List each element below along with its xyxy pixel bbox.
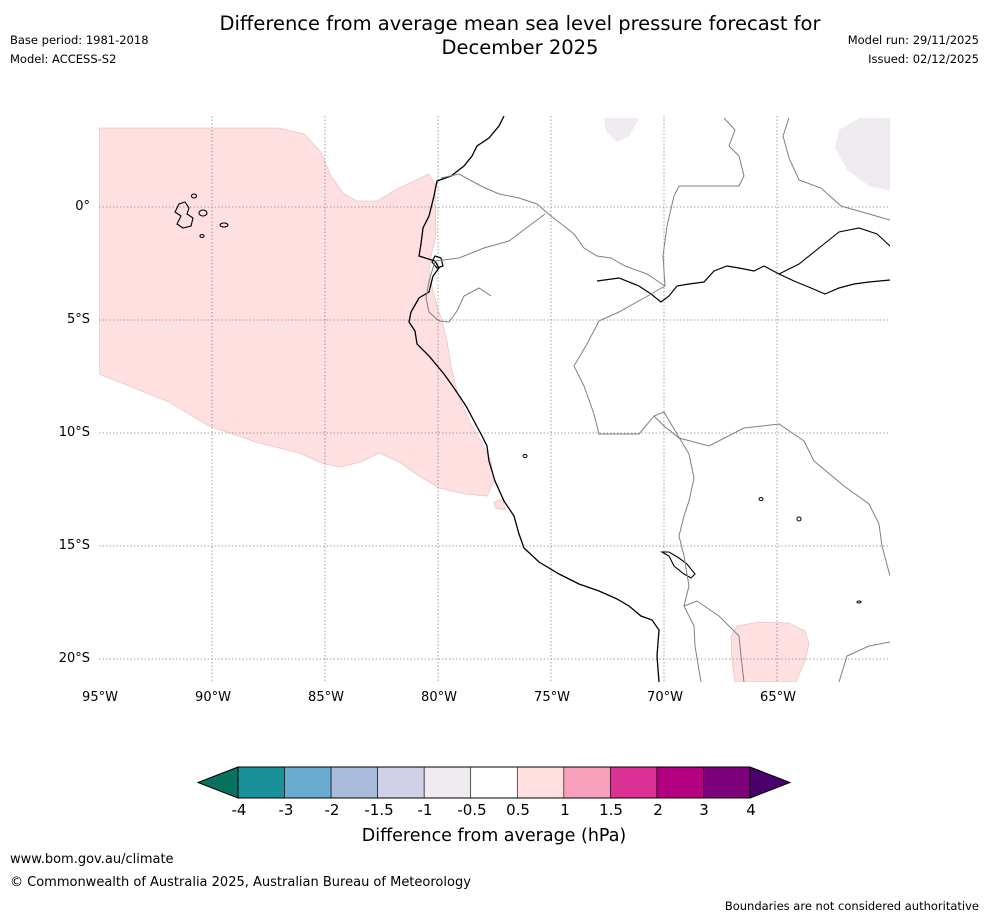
anomaly-region-bolivia [730, 621, 810, 682]
colorbar-segment [423, 766, 472, 799]
colorbar-segment [516, 766, 565, 799]
lat-label-15s: 15°S [58, 538, 90, 553]
lake-titicaca [659, 551, 696, 579]
cb-label-0: -4 [231, 801, 247, 819]
meta-left: Base period: 1981-2018 Model: ACCESS-S2 [10, 31, 149, 69]
country-borders [425, 117, 890, 682]
model-run: Model run: 29/11/2025 [847, 33, 979, 47]
cb-label-9: 2 [653, 801, 663, 819]
colorbar-segment [703, 766, 751, 799]
footer-url[interactable]: www.bom.gov.au/climate [10, 852, 174, 867]
lat-label-10s: 10°S [58, 425, 90, 440]
anomaly-region-northeast [835, 118, 890, 191]
map [99, 116, 890, 682]
base-period: Base period: 1981-2018 [10, 33, 149, 47]
colorbar-segment [284, 766, 332, 799]
chart-title: Difference from average mean sea level p… [160, 12, 880, 60]
lake-small-3 [796, 516, 802, 522]
lon-label-65w: 65°W [760, 690, 796, 705]
colorbar-frame [237, 766, 751, 799]
coastline [408, 116, 660, 682]
cb-label-4: -1 [417, 801, 433, 819]
colorbar-extend-low [196, 766, 239, 799]
footer-note: Boundaries are not considered authoritat… [724, 899, 979, 913]
colorbar-segment [563, 766, 611, 799]
issued-date: Issued: 02/12/2025 [868, 52, 979, 66]
cb-label-6: 0.5 [506, 801, 530, 819]
cb-label-3: -1.5 [364, 801, 394, 819]
lat-label-5s: 5°S [66, 312, 90, 327]
cb-label-2: -2 [324, 801, 340, 819]
lon-label-85w: 85°W [308, 690, 344, 705]
colorbar-segment [330, 766, 378, 799]
lon-label-70w: 70°W [647, 690, 683, 705]
anomaly-region-small [493, 498, 506, 511]
cb-label-1: -3 [278, 801, 294, 819]
anomaly-region-north [604, 118, 639, 142]
galapagos-islands [174, 193, 229, 239]
cb-label-10: 3 [699, 801, 709, 819]
amazon-river-upper [778, 227, 890, 275]
cb-label-11: 4 [746, 801, 756, 819]
colorbar-segment [237, 766, 285, 799]
colorbar [196, 766, 792, 799]
lake-small-4 [856, 600, 862, 604]
colorbar-segment [470, 766, 518, 799]
cb-label-7: 1 [560, 801, 570, 819]
amazon-river [596, 265, 890, 303]
lon-label-95w: 95°W [82, 690, 118, 705]
colorbar-title: Difference from average (hPa) [361, 826, 627, 846]
model-name: Model: ACCESS-S2 [10, 52, 117, 66]
colorbar-segment [377, 766, 425, 799]
footer-copyright: © Commonwealth of Australia 2025, Austra… [10, 875, 471, 890]
graticule [99, 116, 890, 682]
lake-small-2 [758, 497, 764, 501]
lon-label-75w: 75°W [534, 690, 570, 705]
anomaly-region-pacific [99, 127, 495, 497]
lat-label-0: 0° [75, 199, 90, 214]
lon-label-80w: 80°W [421, 690, 457, 705]
cb-label-8: 1.5 [599, 801, 623, 819]
lake-small-1 [522, 454, 528, 458]
title-line-2: December 2025 [441, 36, 599, 59]
lon-label-90w: 90°W [195, 690, 231, 705]
meta-right: Model run: 29/11/2025 Issued: 02/12/2025 [848, 31, 979, 69]
cb-label-5: -0.5 [457, 801, 487, 819]
lat-label-20s: 20°S [58, 651, 90, 666]
title-line-1: Difference from average mean sea level p… [219, 12, 821, 35]
colorbar-segment [610, 766, 658, 799]
colorbar-segment [656, 766, 704, 799]
colorbar-extend-high [749, 766, 792, 799]
coastline-gulf-guayaquil [431, 255, 444, 269]
